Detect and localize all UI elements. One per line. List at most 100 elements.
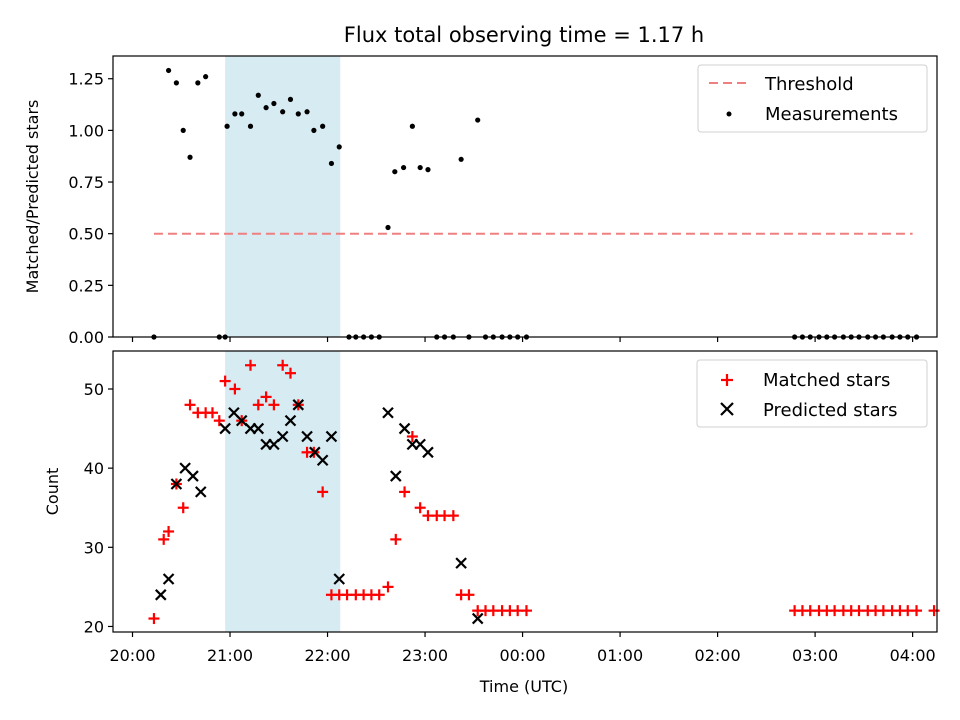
measurement-point <box>320 123 326 129</box>
matched-star-point <box>406 430 418 442</box>
predicted-star-point <box>422 446 434 459</box>
measurement-point <box>458 156 464 162</box>
measurement-point <box>187 154 193 160</box>
matched-star-point <box>219 375 231 387</box>
matched-star-point <box>277 359 289 371</box>
matched-star-point <box>260 391 272 403</box>
bottom-y-ticks: 20 30 40 50 <box>84 380 113 636</box>
measurement-point <box>475 117 481 123</box>
measurement-point <box>295 111 301 117</box>
top-x-ticks <box>131 337 914 342</box>
predicted-star-point <box>219 422 231 435</box>
x-tick-label: 20:00 <box>109 646 155 665</box>
x-tick-label: 23:00 <box>402 646 448 665</box>
predicted-star-point <box>301 430 313 443</box>
x-tick-label: 00:00 <box>500 646 546 665</box>
predicted-star-point <box>155 589 167 601</box>
measurement-point <box>224 123 230 129</box>
chart-title: Flux total observing time = 1.17 h <box>344 23 704 47</box>
matched-star-point <box>414 502 426 514</box>
measurement-point <box>409 123 415 129</box>
measurement-point <box>255 92 261 98</box>
predicted-star-point <box>284 414 297 427</box>
matched-star-point <box>163 525 175 537</box>
x-tick-label: 02:00 <box>695 646 741 665</box>
bottom-axes-frame <box>112 350 938 633</box>
y-tick-label: 0.50 <box>68 225 104 244</box>
matched-star-point <box>284 367 296 379</box>
predicted-star-point <box>292 399 305 411</box>
y-tick-label: 0.75 <box>68 173 104 192</box>
matched-star-point <box>447 510 459 522</box>
x-axis-label: Time (UTC) <box>479 677 568 696</box>
predicted-star-point <box>398 422 411 435</box>
predicted-star-point <box>276 430 289 443</box>
predicted-star-point <box>316 454 329 467</box>
predicted-star-point <box>268 438 280 451</box>
matched-star-point <box>390 533 402 545</box>
bottom-y-axis-label: Count <box>43 468 62 516</box>
measurement-point <box>400 164 407 171</box>
matched-star-point <box>928 605 940 617</box>
x-tick-label: 21:00 <box>207 646 253 665</box>
predicted-star-point <box>194 486 207 498</box>
measurement-point <box>280 109 286 115</box>
bottom-x-ticks: 20:00 21:00 22:00 23:00 00:00 01:00 02:00 03:00… <box>109 632 936 665</box>
y-tick-label: 40 <box>84 459 104 478</box>
predicted-star-point <box>325 430 338 443</box>
legend-measurements-swatch <box>726 111 732 117</box>
top-legend-box <box>697 64 928 133</box>
measurement-point <box>232 111 238 117</box>
measurement-point <box>165 67 172 74</box>
y-tick-label: 30 <box>84 538 104 557</box>
measurement-point <box>203 74 209 80</box>
measurement-point <box>287 96 294 102</box>
predicted-star-point <box>333 573 346 585</box>
matched-star-point <box>229 383 241 395</box>
matched-star-point <box>177 502 189 514</box>
y-tick-label: 1.25 <box>68 70 104 89</box>
matched-star-point <box>213 415 225 427</box>
measurement-point <box>304 109 310 115</box>
top-panel: 0.00 0.25 0.50 0.75 1.00 1.25 Matched/Predict… <box>23 55 938 347</box>
top-y-ticks: 0.00 0.25 0.50 0.75 1.00 1.25 <box>68 70 113 347</box>
top-legend: Threshold Measurements <box>697 64 928 133</box>
matched-star-point <box>399 486 411 498</box>
predicted-star-point <box>390 470 402 482</box>
top-y-axis-label: Matched/Predicted stars <box>23 100 42 294</box>
measurement-point <box>180 127 186 133</box>
matched-star-point <box>206 407 218 419</box>
top-axes-frame <box>112 55 938 338</box>
matched-star-point <box>317 486 329 498</box>
top-highlight-span <box>225 56 341 337</box>
measurement-point <box>336 144 342 150</box>
legend-predicted-label: Predicted stars <box>763 400 897 421</box>
measurement-point <box>417 164 423 171</box>
matched-star-point <box>158 533 170 545</box>
predicted-star-point <box>170 478 183 490</box>
x-tick-label: 04:00 <box>890 646 936 665</box>
matched-star-point <box>148 613 160 625</box>
bottom-panel: 20 30 40 50 20:00 21:00 22:00 23:00 00:00 01:00 0… <box>43 350 940 696</box>
predicted-star-point <box>187 470 199 482</box>
measurement-point <box>247 123 254 129</box>
measurement-point <box>173 80 179 86</box>
matched-star-points <box>148 359 940 625</box>
measurement-point <box>239 111 245 117</box>
x-tick-label: 03:00 <box>792 646 838 665</box>
bottom-legend-box <box>696 359 928 428</box>
predicted-star-point <box>235 414 248 427</box>
measurement-point <box>392 169 398 175</box>
y-tick-label: 20 <box>84 617 104 636</box>
predicted-star-point <box>455 557 467 569</box>
measurement-point <box>271 100 277 107</box>
y-tick-label: 1.00 <box>68 121 104 140</box>
matched-star-point <box>244 359 256 371</box>
x-tick-label: 22:00 <box>304 646 350 665</box>
legend-threshold-label: Threshold <box>764 74 854 95</box>
y-tick-label: 50 <box>84 380 104 399</box>
measurement-point <box>311 127 317 133</box>
predicted-star-point <box>252 422 265 435</box>
legend-matched-label: Matched stars <box>763 370 890 391</box>
